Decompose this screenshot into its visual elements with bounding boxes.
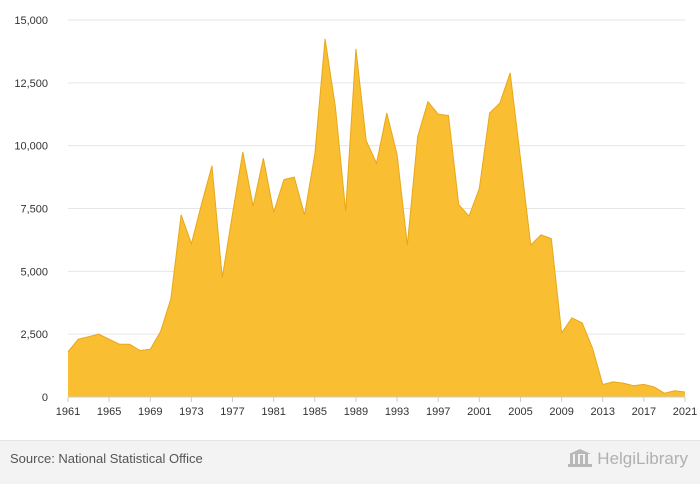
x-tick-label: 1961 (56, 406, 80, 418)
x-tick-label: 1977 (220, 406, 244, 418)
y-tick-label: 0 (42, 392, 48, 404)
y-tick-label: 2,500 (20, 329, 48, 341)
x-tick-label: 2013 (590, 406, 614, 418)
brand-logo[interactable]: HelgiLibrary (567, 448, 688, 470)
source-text: Source: National Statistical Office (10, 451, 203, 466)
y-axis-tick-labels: 0 2,500 5,000 7,500 10,000 12,500 15,000 (14, 15, 48, 404)
x-axis (67, 396, 686, 402)
x-axis-tick-labels: 1961 1965 1969 1973 1977 1981 1985 1989 1993 1997… (56, 406, 697, 418)
x-tick-label: 1981 (261, 406, 285, 418)
x-tick-label: 1989 (344, 406, 368, 418)
y-tick-label: 7,500 (20, 204, 48, 216)
y-tick-label: 5,000 (20, 266, 48, 278)
y-tick-label: 15,000 (14, 15, 48, 27)
x-tick-label: 1985 (303, 406, 327, 418)
area-fill (68, 38, 685, 397)
x-tick-label: 2001 (467, 406, 491, 418)
y-tick-label: 10,000 (14, 141, 48, 153)
y-tick-label: 12,500 (14, 78, 48, 90)
series-line (67, 38, 686, 394)
x-tick-label: 2021 (673, 406, 697, 418)
x-tick-label: 2005 (508, 406, 532, 418)
x-tick-label: 1969 (138, 406, 162, 418)
chart-footer: Source: National Statistical Office Helg… (0, 440, 700, 484)
x-tick-label: 1997 (426, 406, 450, 418)
x-tick-label: 1973 (179, 406, 203, 418)
series-area (67, 38, 686, 397)
x-tick-label: 2009 (549, 406, 573, 418)
x-tick-label: 1993 (385, 406, 409, 418)
x-tick-label: 1965 (97, 406, 121, 418)
brand-name: HelgiLibrary (597, 449, 688, 468)
library-logo-icon (568, 449, 593, 467)
x-tick-label: 2017 (632, 406, 656, 418)
